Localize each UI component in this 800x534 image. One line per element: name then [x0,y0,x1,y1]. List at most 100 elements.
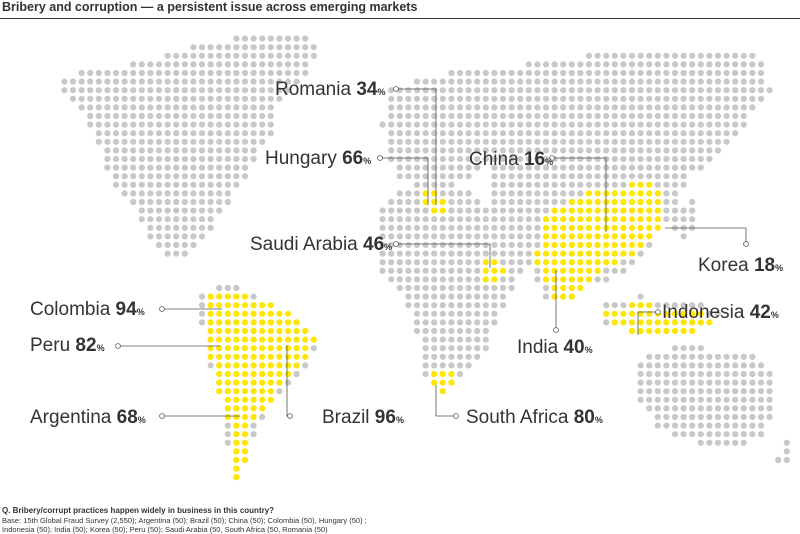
highlight-dot [628,327,636,335]
highlight-dot [250,413,257,421]
land-dot [689,155,696,163]
land-dot [456,95,464,102]
land-dot [448,95,455,102]
land-dot [706,112,713,120]
highlight-dot [207,302,214,309]
land-dot [663,216,670,223]
land-dot [138,190,145,197]
highlight-dot [611,190,618,197]
land-dot [448,130,455,137]
land-dot [198,198,206,206]
land-dot [560,61,567,68]
land-dot [259,87,266,94]
land-dot [534,216,541,223]
highlight-dot [568,216,575,223]
land-dot [267,87,274,94]
land-dot [439,164,446,171]
land-dot [422,233,429,240]
land-dot [577,190,584,197]
land-dot [560,121,567,128]
land-dot [95,112,102,120]
land-dot [233,138,240,145]
land-dot [620,78,627,85]
land-dot [689,370,696,378]
land-dot [482,319,489,326]
land-dot [637,396,644,403]
land-dot [714,87,722,94]
land-dot [757,370,765,378]
land-dot [534,155,541,163]
land-dot [388,276,395,283]
land-dot [465,69,472,77]
land-dot [663,302,670,309]
land-dot [181,147,188,154]
highlight-dot [431,207,438,214]
land-dot [646,104,653,111]
land-dot [130,198,137,206]
land-dot [491,319,498,326]
highlight-dot [224,405,231,412]
land-dot [164,224,171,231]
land-dot [740,413,747,421]
land-dot [147,130,154,137]
land-dot [723,413,730,421]
highlight-dot [233,388,240,395]
land-dot [112,112,120,120]
land-dot [491,147,498,154]
land-dot [439,112,446,120]
land-dot [388,112,395,120]
survey-base-line-1: Base: 15th Global Fraud Survey (2,550); … [2,516,367,525]
land-dot [723,112,730,120]
highlight-dot [241,456,249,464]
land-dot [508,112,515,120]
land-dot [689,345,696,352]
highlight-dot [233,319,240,326]
highlight-dot [267,336,274,343]
land-dot [405,121,412,128]
land-dot [689,95,696,102]
highlight-dot [671,310,679,317]
highlight-dot [611,198,618,206]
leader-line-china [552,157,607,232]
land-dot [121,121,128,128]
land-dot [568,164,575,171]
land-dot [491,138,498,145]
land-dot [585,95,593,102]
land-dot [749,405,756,412]
label-indonesia: Indonesia 42% [662,302,779,323]
land-dot [482,155,489,163]
land-dot [542,155,550,163]
label-peru: Peru 82% [30,335,105,356]
highlight-dot [259,336,266,343]
land-dot [603,52,610,59]
land-dot [689,61,696,68]
land-dot [525,112,532,120]
highlight-dot [542,241,550,249]
land-dot [611,52,618,59]
highlight-dot [680,327,687,335]
land-dot [740,388,747,395]
land-dot [646,52,653,59]
land-dot [413,224,421,231]
land-dot [603,95,610,102]
land-dot [241,78,249,85]
highlight-dot [224,388,231,395]
land-dot [663,52,670,59]
land-dot [138,112,145,120]
land-dot [112,121,120,128]
land-dot [508,198,515,206]
land-dot [78,78,85,85]
land-dot [628,104,636,111]
land-dot [620,164,627,171]
highlight-dot [207,345,214,352]
land-dot [284,69,292,77]
land-dot [646,388,653,395]
land-dot [448,207,455,214]
highlight-dot [568,207,575,214]
land-dot [130,112,137,120]
land-dot [181,241,188,249]
highlight-dot [302,336,309,343]
land-dot [517,69,524,77]
land-dot [749,353,756,360]
highlight-dot [628,224,636,231]
